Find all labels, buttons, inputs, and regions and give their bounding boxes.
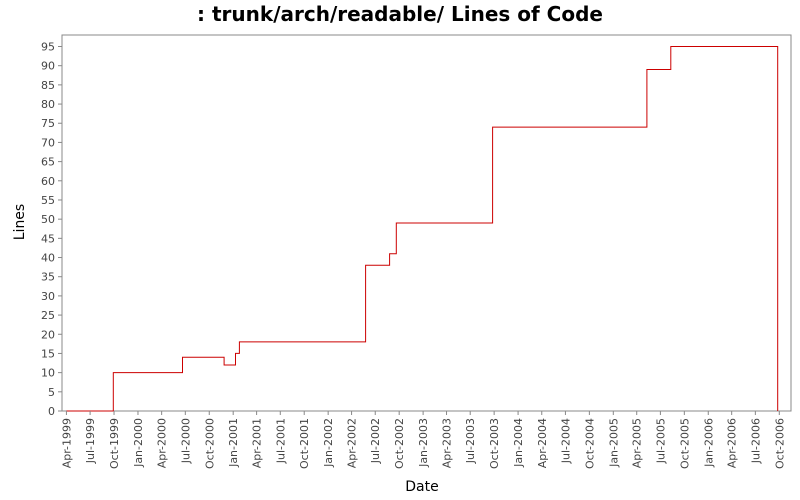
y-tick-label: 10 [41, 367, 55, 380]
x-tick-label: Jul-2002 [369, 418, 382, 464]
x-tick-label: Apr-2006 [726, 418, 739, 468]
x-tick-label: Jul-2006 [749, 418, 762, 464]
y-tick-label: 25 [41, 309, 55, 322]
y-tick-label: 50 [41, 213, 55, 226]
y-tick-label: 45 [41, 232, 55, 245]
x-tick-label: Jan-2002 [322, 418, 335, 468]
x-tick-label: Oct-2003 [488, 418, 501, 469]
y-tick-label: 65 [41, 156, 55, 169]
y-tick-label: 95 [41, 41, 55, 54]
x-tick-label: Oct-1999 [108, 418, 121, 469]
y-tick-label: 80 [41, 98, 55, 111]
y-tick-label: 60 [41, 175, 55, 188]
x-tick-label: Oct-2004 [583, 418, 596, 469]
x-tick-label: Jan-2004 [512, 418, 525, 468]
y-tick-label: 40 [41, 252, 55, 265]
x-tick-label: Apr-2001 [251, 418, 264, 468]
x-tick-label: Jan-2003 [417, 418, 430, 468]
x-tick-label: Jul-2000 [179, 418, 192, 464]
y-tick-label: 90 [41, 60, 55, 73]
x-tick-label: Jan-2006 [702, 418, 715, 468]
y-tick-label: 0 [48, 405, 55, 418]
series-line [66, 46, 779, 412]
y-tick-label: 5 [48, 386, 55, 399]
x-axis-label: Date [405, 479, 438, 495]
y-tick-label: 85 [41, 79, 55, 92]
y-tick-label: 70 [41, 136, 55, 149]
y-tick-label: 20 [41, 328, 55, 341]
chart-title: : trunk/arch/readable/ Lines of Code [197, 2, 603, 26]
x-tick-label: Oct-2006 [773, 418, 786, 469]
x-tick-label: Jul-2005 [654, 418, 667, 464]
y-tick-label: 35 [41, 271, 55, 284]
x-tick-label: Jul-2004 [559, 418, 572, 464]
x-tick-label: Apr-2003 [441, 418, 454, 468]
x-tick-label: Oct-2001 [298, 418, 311, 469]
y-axis-label: Lines [12, 204, 28, 240]
x-tick-label: Oct-2000 [203, 418, 216, 469]
y-tick-label: 15 [41, 347, 55, 360]
x-tick-label: Apr-2002 [346, 418, 359, 468]
x-tick-label: Jul-2003 [464, 418, 477, 464]
y-tick-label: 30 [41, 290, 55, 303]
x-tick-label: Apr-2005 [631, 418, 644, 468]
x-tick-label: Oct-2005 [678, 418, 691, 469]
x-tick-label: Oct-2002 [393, 418, 406, 469]
x-tick-label: Apr-1999 [60, 418, 73, 468]
x-tick-label: Apr-2000 [156, 418, 169, 468]
y-tick-label: 55 [41, 194, 55, 207]
x-tick-label: Apr-2004 [536, 418, 549, 468]
x-tick-label: Jan-2005 [607, 418, 620, 468]
x-tick-label: Jan-2000 [132, 418, 145, 468]
y-tick-label: 75 [41, 117, 55, 130]
x-tick-label: Jan-2001 [227, 418, 240, 468]
x-tick-label: Jul-1999 [84, 418, 97, 464]
x-tick-label: Jul-2001 [274, 418, 287, 464]
